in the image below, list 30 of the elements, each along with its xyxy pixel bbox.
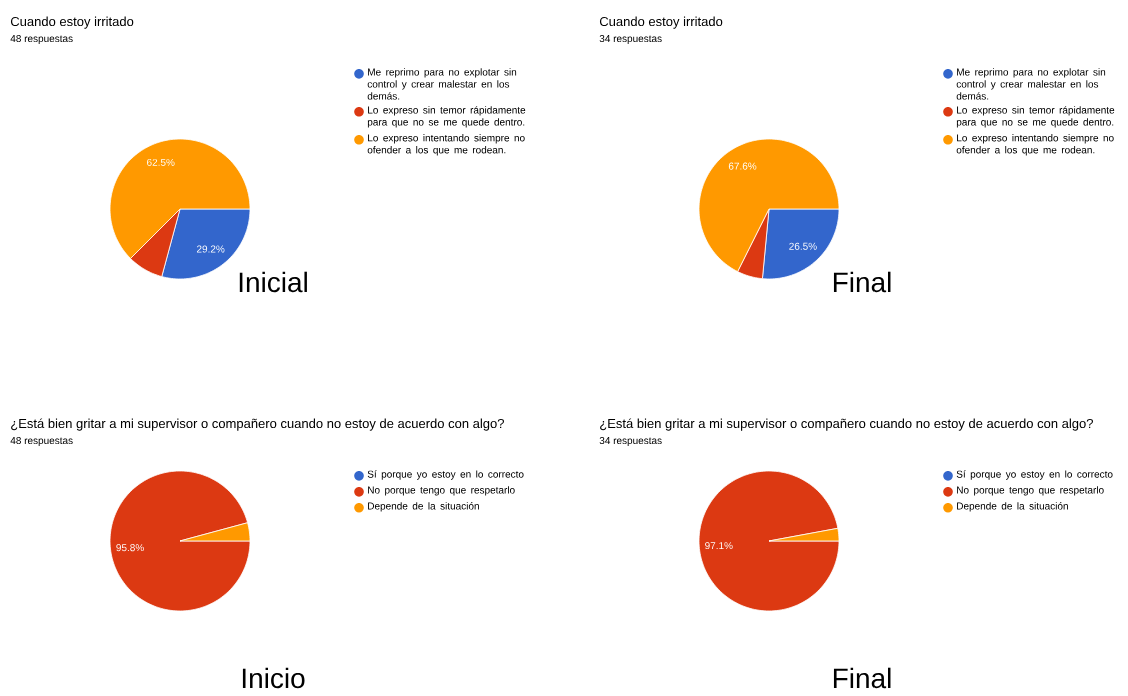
chart-subtitle: 34 respuestas [599, 35, 662, 45]
legend-label: Depende de la situación [368, 502, 479, 512]
legend-label: Me reprimo para no explotar sin control y crear malestar en los demás. [367, 68, 517, 100]
chart-subtitle: 48 respuestas [10, 35, 73, 45]
chart-title: Cuando estoy irritado [599, 16, 723, 29]
text: Inicial [239, 271, 307, 293]
chart-subtitle: 34 respuestas [599, 437, 662, 447]
chart-title: ¿Está bien gritar a mi supervisor o compañero cuando no estoy de acuerdo con algo? [600, 418, 1093, 431]
chart-title: ¿Está bien gritar a mi supervisor o compañero cuando no estoy de acuerdo con algo? [11, 418, 504, 431]
text: Final [833, 667, 891, 689]
legend-label: Lo expreso intentando siempre no ofender a los que me rodean. [956, 134, 1114, 156]
legend-label: Me reprimo para no explotar sin control y crear malestar en los demás. [956, 68, 1106, 100]
legend-label: No porque tengo que respetarlo [957, 486, 1104, 496]
legend-label: Lo expreso sin temor rápidamente para que no se me quede dentro. [956, 106, 1115, 128]
text: Inicio [242, 667, 305, 689]
data-label: 67.6% [728, 162, 757, 170]
data-label: 29.2% [196, 245, 225, 253]
chart-title: Cuando estoy irritado [10, 16, 134, 29]
legend-label: Sí porque yo estoy en lo correcto [956, 470, 1113, 480]
data-label: 95.8% [116, 544, 144, 552]
data-label: 97.1% [705, 542, 733, 550]
data-label: 62.5% [147, 158, 175, 166]
chart-subtitle: 48 respuestas [10, 437, 73, 447]
legend-label: Depende de la situación [957, 502, 1068, 512]
legend-label: Sí porque yo estoy en lo correcto [367, 470, 524, 480]
legend-label: No porque tengo que respetarlo [368, 486, 515, 496]
legend-label: Lo expreso sin temor rápidamente para que no se me quede dentro. [367, 106, 526, 128]
text: Final [833, 271, 891, 293]
data-label: 26.5% [789, 242, 817, 250]
legend-label: Lo expreso intentando siempre no ofender a los que me rodean. [367, 134, 525, 156]
